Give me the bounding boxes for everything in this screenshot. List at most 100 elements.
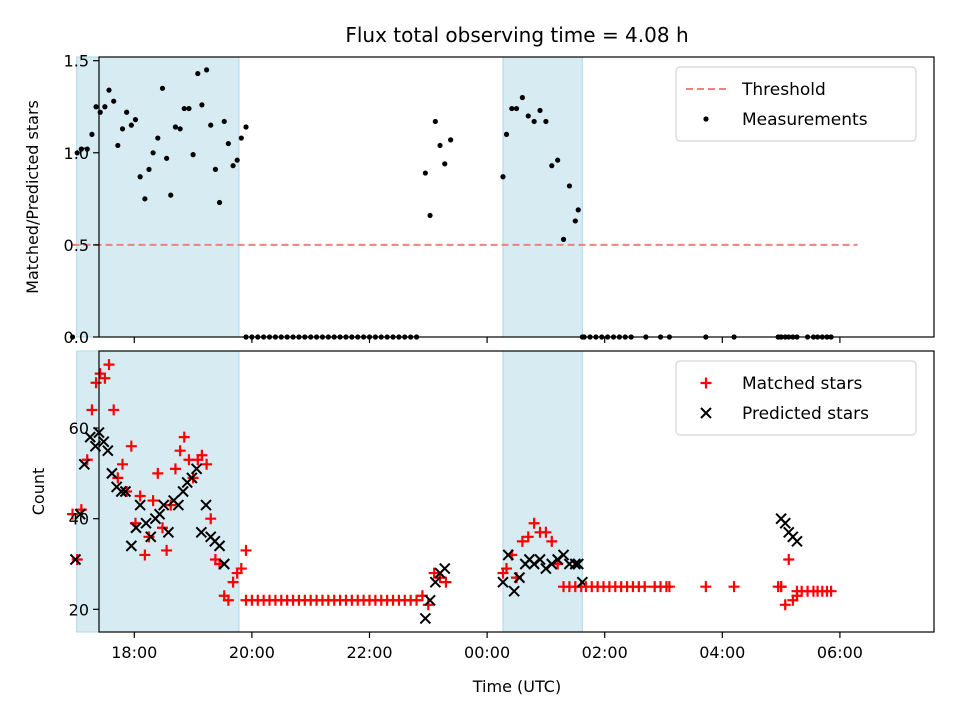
data-point xyxy=(411,594,423,606)
x-tick-label: 00:00 xyxy=(464,643,510,662)
data-point xyxy=(519,94,525,101)
data-point xyxy=(162,526,175,538)
data-point xyxy=(178,431,190,443)
data-point xyxy=(124,109,130,115)
series-zero-ratio xyxy=(243,334,834,340)
axes-frame xyxy=(98,350,935,633)
shaded-interval xyxy=(502,56,583,338)
data-point xyxy=(502,549,514,561)
legend-label: Matched stars xyxy=(742,374,862,394)
data-point xyxy=(422,170,428,176)
data-point xyxy=(140,517,152,529)
y-tick-label: 0.5 xyxy=(64,236,89,255)
data-point xyxy=(234,157,240,163)
data-point xyxy=(181,105,187,112)
data-point xyxy=(509,105,515,112)
data-point xyxy=(93,104,99,110)
data-point xyxy=(775,581,787,593)
data-point xyxy=(84,431,96,443)
data-point xyxy=(200,499,212,511)
data-point xyxy=(205,513,217,525)
data-point xyxy=(177,485,189,498)
data-point xyxy=(522,531,534,543)
data-point xyxy=(169,463,181,475)
data-point xyxy=(146,166,152,172)
legend-swatch xyxy=(703,116,709,122)
data-point xyxy=(159,85,166,91)
y-tick-label: 0.0 xyxy=(64,328,89,347)
data-point xyxy=(172,499,185,511)
shaded-interval xyxy=(76,350,240,633)
series-predicted-stars xyxy=(69,426,803,625)
x-axis-label: Time (UTC) xyxy=(472,677,561,696)
y-tick-label: 40 xyxy=(69,510,89,529)
data-point xyxy=(69,553,82,566)
data-point xyxy=(572,558,584,570)
data-point xyxy=(497,576,509,588)
data-point xyxy=(442,161,448,167)
data-point xyxy=(134,499,146,511)
data-point xyxy=(516,535,528,547)
panel-2: 20 40 60 18:00 20:00 22:00 00:00 02:00 04:00 06:0… xyxy=(29,350,935,662)
data-point xyxy=(84,146,90,152)
x-tick-label: 02:00 xyxy=(582,643,628,662)
y-tick-label: 20 xyxy=(69,600,89,619)
data-point xyxy=(174,445,186,457)
data-point xyxy=(195,70,201,77)
data-point xyxy=(143,531,155,543)
shaded-interval xyxy=(76,56,240,338)
data-point xyxy=(222,594,234,606)
data-point xyxy=(177,126,183,132)
data-point xyxy=(119,126,126,132)
legend: Threshold Measurements xyxy=(675,66,917,142)
data-point xyxy=(440,576,452,588)
data-point xyxy=(549,163,555,169)
data-point xyxy=(525,113,531,119)
data-point xyxy=(152,467,164,479)
data-point xyxy=(196,449,208,461)
x-tick-label: 22:00 xyxy=(346,643,392,662)
y-tick-label: 1.5 xyxy=(64,52,89,71)
data-point xyxy=(190,463,203,475)
legend-box xyxy=(675,360,917,436)
legend-swatch xyxy=(700,407,712,419)
data-point xyxy=(218,558,230,570)
axes-frame xyxy=(98,56,935,338)
series-measurements xyxy=(69,67,800,340)
data-point xyxy=(513,571,526,584)
data-point xyxy=(89,131,95,137)
data-point xyxy=(557,549,570,561)
chart-title: Flux total observing time = 4.08 h xyxy=(345,23,688,47)
data-point xyxy=(157,499,170,511)
data-point xyxy=(555,157,561,163)
data-point xyxy=(240,544,252,556)
data-point xyxy=(125,540,138,552)
data-point xyxy=(115,485,128,498)
data-point xyxy=(195,526,208,538)
legend-label: Predicted stars xyxy=(742,404,869,424)
x-tick-label: 18:00 xyxy=(111,643,157,662)
data-point xyxy=(230,163,236,169)
data-point xyxy=(432,118,438,125)
data-point xyxy=(439,562,451,575)
data-point xyxy=(90,377,102,389)
data-point xyxy=(97,435,110,448)
data-point xyxy=(71,553,83,565)
data-point xyxy=(212,166,219,172)
data-point xyxy=(531,118,537,125)
data-point xyxy=(639,581,651,593)
data-point xyxy=(115,142,121,149)
y-axis-label: Matched/Predicted stars xyxy=(23,100,42,294)
data-point xyxy=(213,540,226,552)
data-point xyxy=(132,117,139,123)
chart-panels: 0.0 0.5 1.0 1.5 Matched/Predicted stars Thres… xyxy=(23,52,935,662)
data-point xyxy=(117,458,129,470)
data-point xyxy=(429,576,442,588)
data-point xyxy=(147,495,159,507)
data-point xyxy=(424,594,436,606)
data-point xyxy=(150,150,156,156)
legend-swatch xyxy=(700,377,712,389)
data-point xyxy=(663,581,675,593)
data-point xyxy=(500,174,506,180)
data-point xyxy=(153,508,166,520)
